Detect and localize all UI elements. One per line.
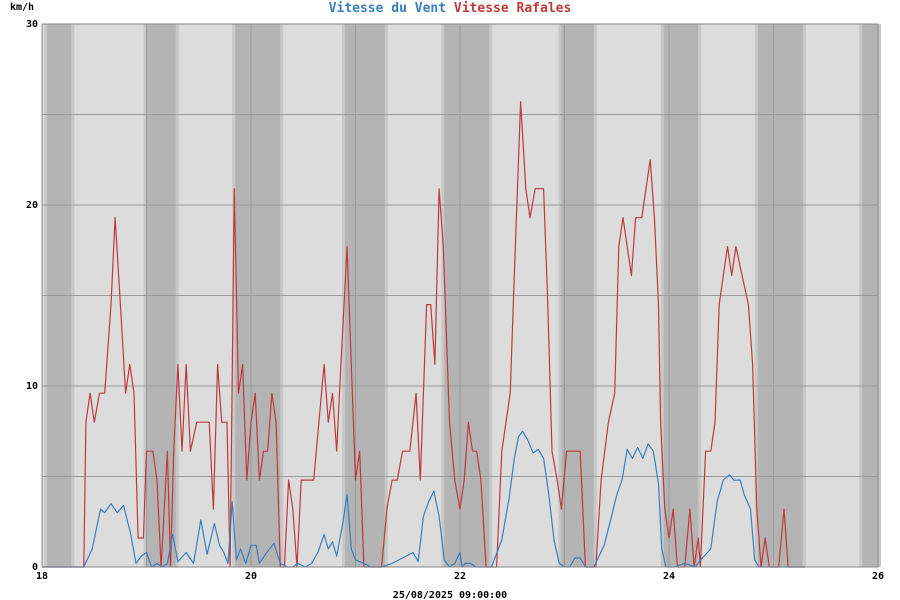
y-tick-label: 0 [32,562,38,573]
x-tick-label: 26 [872,571,884,582]
chart-title: Vitesse du Vent Vitesse Rafales [329,1,572,16]
title-wind-speed: Vitesse du Vent [329,1,446,16]
x-tick-label: 22 [454,571,466,582]
y-tick-label: 30 [26,19,38,30]
axis-ticks: 0 10 20 30 18 20 22 24 26 [26,19,884,582]
series-line [42,430,805,568]
title-gust-speed: Vitesse Rafales [454,1,571,16]
x-tick-label: 24 [663,571,675,582]
x-axis-label: 25/08/2025 09:00:00 [393,590,507,600]
y-tick-label: 20 [26,200,38,211]
x-tick-label: 18 [36,571,48,582]
x-tick-label: 20 [245,571,257,582]
y-axis-label: km/h [10,2,34,13]
y-tick-label: 10 [26,381,38,392]
plot-frame [41,23,879,568]
